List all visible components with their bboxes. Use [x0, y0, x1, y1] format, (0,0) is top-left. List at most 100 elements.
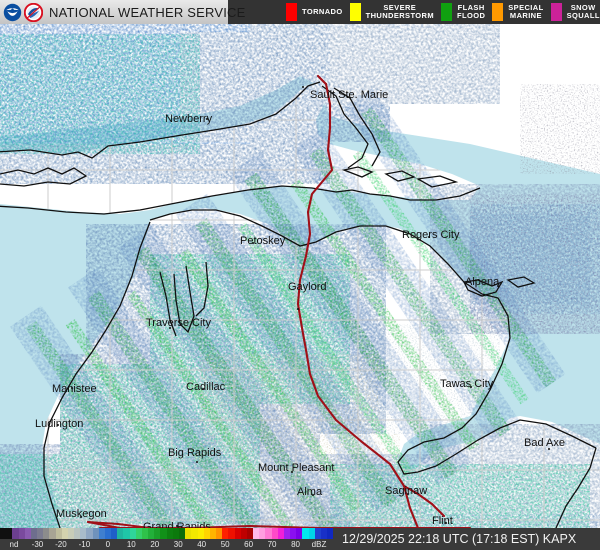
dbz-color-cell	[277, 528, 284, 539]
alert-legend-item-severe-thunderstorm[interactable]: SEVERE THUNDERSTORM	[349, 0, 435, 24]
radar-map[interactable]: Sault Ste. Marie Newberry Petoskey Roger…	[0, 24, 600, 528]
dbz-color-cell	[141, 528, 149, 539]
interstate-highways	[86, 74, 472, 528]
alert-swatch-snow-squall	[550, 3, 562, 21]
dbz-color-cell	[49, 528, 56, 539]
dbz-color-cell	[265, 528, 272, 539]
dbz-tick-label: 10	[126, 540, 136, 549]
city-dot-tawas-city	[470, 386, 472, 388]
dbz-color-cell	[216, 528, 223, 539]
dbz-color-cell	[290, 528, 297, 539]
dbz-tick-label: 40	[197, 540, 207, 549]
dbz-color-cell	[0, 528, 7, 539]
dbz-color-cell	[61, 528, 68, 539]
city-dot-petoskey	[252, 242, 254, 244]
alert-legend: TORNADO SEVERE THUNDERSTORM FLASH FLOOD …	[286, 0, 600, 24]
dbz-tick-label: 30	[173, 540, 183, 549]
dbz-color-cell	[67, 528, 75, 539]
state-boundaries	[0, 81, 597, 528]
dbz-tick-label: 50	[220, 540, 230, 549]
alert-legend-item-special-marine[interactable]: SPECIAL MARINE	[492, 0, 543, 24]
app-footer: nd -30 -20 -10 0 10 20 30 40 50 60 70 80 dBZ 12/29/20…	[0, 528, 600, 550]
city-dot-muskegon	[80, 516, 82, 518]
dbz-color-cell	[43, 528, 50, 539]
alert-legend-item-snow-squall[interactable]: SNOW SQUALL	[550, 0, 600, 24]
dbz-tick-label: 80	[291, 540, 300, 549]
dbz-color-cell	[240, 528, 247, 539]
dbz-color-cell	[24, 528, 31, 539]
alert-label-tornado: TORNADO	[302, 6, 343, 16]
dbz-tick-label: 70	[267, 540, 277, 549]
app-header: NATIONAL WEATHER SERVICE TORNADO SEVERE …	[0, 0, 600, 24]
alert-swatch-flash-flood	[441, 3, 453, 21]
alert-label-severe-thunderstorm: SEVERE THUNDERSTORM	[365, 2, 435, 20]
city-dot-cadillac	[202, 388, 204, 390]
city-dot-saginaw	[407, 493, 409, 495]
city-dot-bad-axe	[548, 448, 550, 450]
city-dot-grand-rapids	[176, 525, 178, 527]
alert-label-snow-squall: SNOW SQUALL	[566, 2, 600, 20]
dbz-color-cell	[98, 528, 105, 539]
dbz-color-cell	[117, 528, 124, 539]
dbz-color-cell	[123, 528, 130, 539]
nws-logo-icon	[24, 2, 43, 22]
city-dot-ludington	[57, 424, 59, 426]
dbz-color-cell	[129, 528, 136, 539]
dbz-color-cell	[185, 528, 192, 539]
dbz-color-cell	[209, 528, 217, 539]
alert-swatch-tornado	[286, 3, 297, 21]
dbz-color-cell	[18, 528, 25, 539]
city-dot-manistee	[71, 387, 73, 389]
city-dot-sault-ste-marie	[302, 86, 304, 88]
dbz-color-scale	[0, 528, 334, 539]
dbz-color-cell	[308, 528, 315, 539]
city-dot-alma	[312, 494, 314, 496]
nws-title: NATIONAL WEATHER SERVICE	[49, 4, 246, 20]
dbz-color-cell	[320, 528, 328, 539]
dbz-color-cell	[154, 528, 161, 539]
dbz-color-cell	[296, 528, 303, 539]
dbz-color-cell	[37, 528, 44, 539]
noaa-logo-icon	[3, 3, 22, 21]
dbz-color-cell	[166, 528, 173, 539]
city-dot-big-rapids	[196, 461, 198, 463]
dbz-color-cell	[314, 528, 321, 539]
dbz-color-cell	[259, 528, 266, 539]
dbz-tick-label: 20	[150, 540, 160, 549]
dbz-color-cell	[172, 528, 179, 539]
dbz-color-cell	[246, 528, 254, 539]
city-dot-alpena	[497, 285, 499, 287]
alert-swatch-severe-thunderstorm	[349, 3, 361, 21]
radar-timestamp: 12/29/2025 22:18 UTC (17:18 EST) KAPX	[342, 532, 577, 546]
dbz-color-cell	[327, 528, 334, 539]
dbz-color-cell	[197, 528, 204, 539]
city-dot-rogers-city	[428, 236, 430, 238]
dbz-color-cell	[253, 528, 260, 539]
city-dot-flint	[445, 522, 447, 524]
dbz-color-cell	[191, 528, 198, 539]
alert-legend-item-tornado[interactable]: TORNADO	[286, 0, 343, 24]
dbz-color-cell	[74, 528, 81, 539]
alert-label-flash-flood: FLASH FLOOD	[457, 2, 486, 20]
dbz-tick-label: 60	[244, 540, 254, 549]
dbz-tick-label: dBZ	[311, 540, 327, 549]
dbz-color-cell	[234, 528, 241, 539]
dbz-color-cell	[104, 528, 112, 539]
dbz-color-cell	[111, 528, 118, 539]
dbz-color-cell	[135, 528, 142, 539]
dbz-color-cell	[148, 528, 155, 539]
alert-legend-item-flash-flood[interactable]: FLASH FLOOD	[441, 0, 485, 24]
nws-brand-block[interactable]: NATIONAL WEATHER SERVICE	[0, 0, 245, 24]
dbz-color-cell	[160, 528, 167, 539]
dbz-color-cell	[228, 528, 235, 539]
dbz-color-cell	[86, 528, 93, 539]
dbz-color-cell	[283, 528, 291, 539]
city-dot-traverse-city	[169, 327, 171, 329]
dbz-scale-ticks: nd -30 -20 -10 0 10 20 30 40 50 60 70 80 dBZ	[0, 539, 333, 550]
dbz-tick-label: -20	[55, 540, 67, 549]
radar-map-canvas	[0, 24, 600, 528]
city-dot-newberry	[206, 118, 208, 120]
city-dot-mount-pleasant	[291, 471, 293, 473]
dbz-color-cell	[302, 528, 309, 539]
